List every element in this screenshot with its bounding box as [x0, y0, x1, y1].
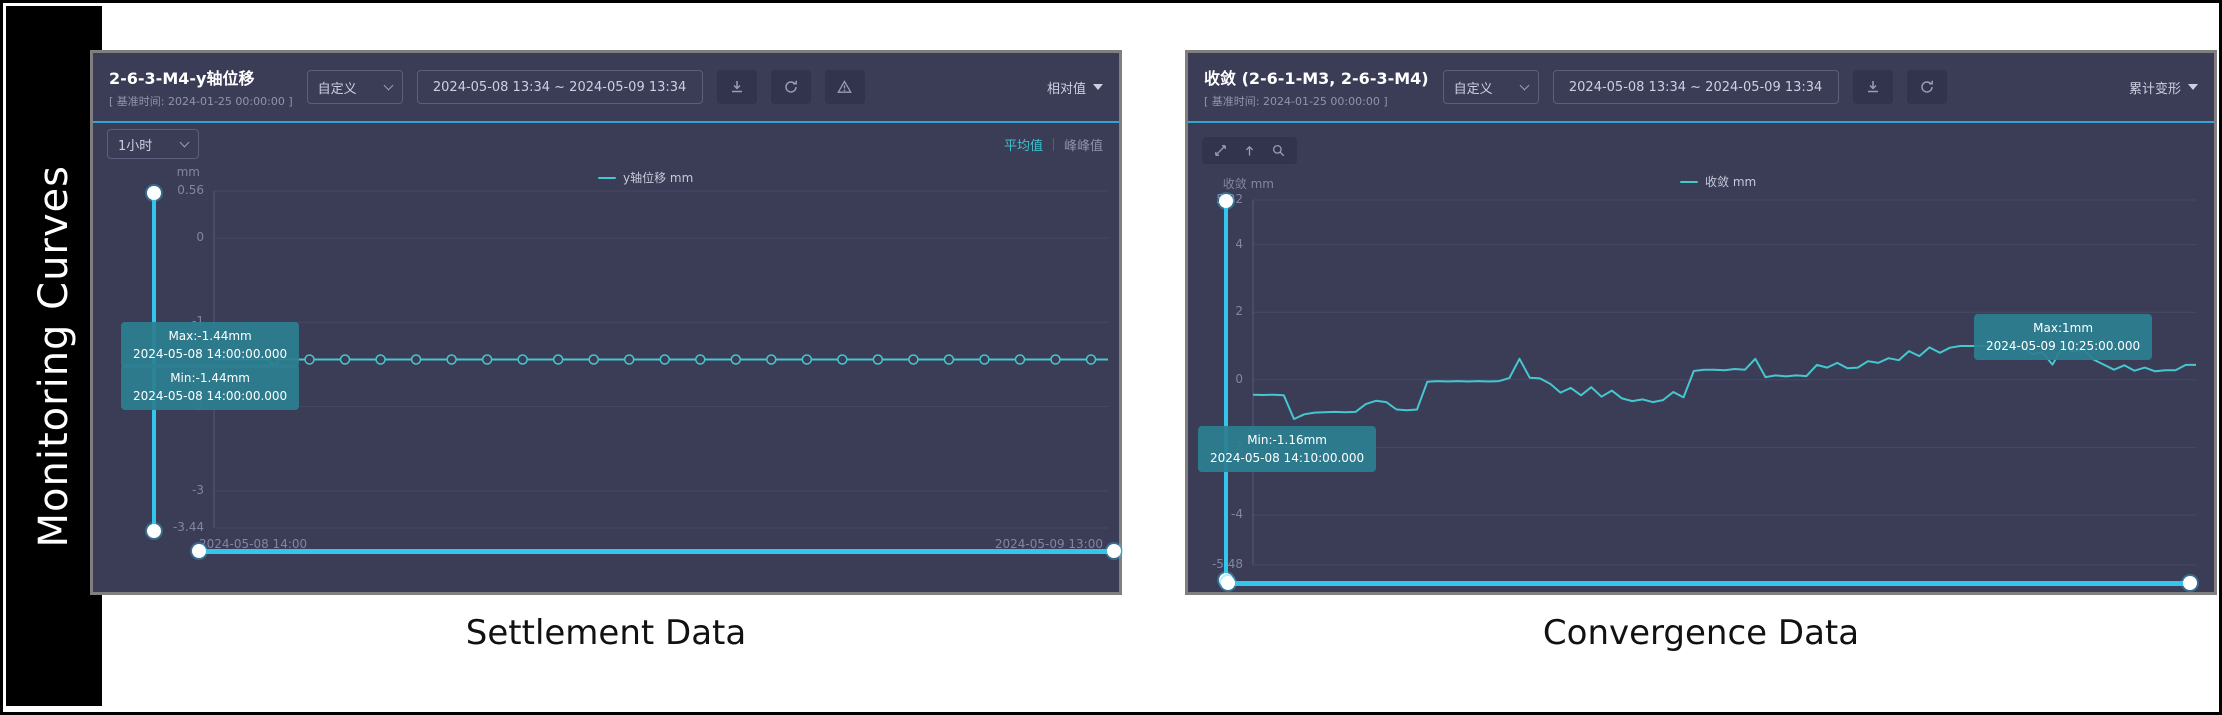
y-tick-label: 0	[196, 230, 204, 245]
max-tooltip-value: Max:-1.44mm	[168, 329, 252, 343]
y-tick-label: 0.56	[177, 183, 204, 197]
x-zoom-slider[interactable]	[1221, 576, 2197, 590]
slider-handle[interactable]	[192, 544, 206, 558]
download-icon	[731, 81, 742, 93]
legend-line-icon	[1680, 180, 1698, 183]
max-tooltip: Max:1mm 2024-05-09 10:25:00.000	[1974, 314, 2153, 360]
y-zoom-slider[interactable]	[1219, 194, 1233, 587]
min-tooltip-time: 2024-05-08 14:00:00.000	[133, 389, 288, 403]
panel-title: 2-6-3-M4-y轴位移	[109, 69, 255, 88]
legend-label: y轴位移 mm	[623, 171, 694, 185]
range-type-value: 自定义	[1453, 81, 1493, 97]
y-axis-unit: 收敛 mm	[1222, 177, 1274, 191]
peak-to-peak-toggle[interactable]: 峰峰值	[1063, 139, 1103, 154]
settlement-plot	[213, 190, 1108, 529]
convergence-panel: 收敛 (2-6-1-M3, 2-6-3-M4) [ 基准时间: 2024-01-…	[1185, 50, 2217, 595]
y-tick-label: 2	[1235, 304, 1243, 319]
settlement-panel-header: 2-6-3-M4-y轴位移 [ 基准时间: 2024-01-25 00:00:0…	[93, 53, 1119, 123]
value-mode-dropdown[interactable]: 相对值	[1047, 78, 1103, 97]
alarm-button[interactable]	[824, 70, 865, 104]
range-type-value: 自定义	[317, 81, 357, 97]
panel-title: 收敛 (2-6-1-M3, 2-6-3-M4)	[1204, 69, 1429, 88]
convergence-chart-area: 收敛 mm 收敛 mm 5.32420-2-4-5.48 Min:-1.16mm…	[1188, 123, 2214, 592]
x-zoom-slider[interactable]	[192, 544, 1121, 558]
legend-line-icon	[598, 176, 616, 179]
side-label-bar: Monitoring Curves	[6, 6, 102, 706]
max-tooltip-value: Max:1mm	[2033, 321, 2094, 335]
max-tooltip-time: 2024-05-08 14:00:00.000	[133, 347, 288, 361]
toggle-divider	[1052, 138, 1054, 151]
value-mode-label: 累计变形	[2128, 81, 2181, 97]
max-tooltip: Max:-1.44mm 2024-05-08 14:00:00.000	[121, 322, 300, 368]
warning-icon	[837, 80, 852, 93]
y-tick-label: -3.44	[172, 520, 204, 534]
dropdown-arrow-icon	[1093, 84, 1103, 90]
refresh-button[interactable]	[1906, 70, 1947, 104]
side-label: Monitoring Curves	[31, 164, 77, 548]
max-tooltip-time: 2024-05-09 10:25:00.000	[1986, 339, 2141, 353]
slider-handle[interactable]	[1219, 194, 1233, 208]
caption-convergence: Convergence Data	[1542, 613, 1860, 653]
y-tick-label: 4	[1235, 236, 1243, 251]
average-toggle[interactable]: 平均值	[1003, 139, 1043, 154]
refresh-icon	[784, 80, 797, 93]
legend[interactable]: y轴位移 mm	[598, 169, 693, 186]
legend-label: 收敛 mm	[1705, 175, 1757, 189]
slider-handle[interactable]	[147, 186, 161, 200]
download-icon	[1867, 81, 1878, 93]
chevron-down-icon	[1519, 80, 1530, 90]
x-axis-start-label: 2024-05-08 14:00	[199, 537, 308, 551]
legend[interactable]: 收敛 mm	[1680, 173, 1756, 190]
slider-handle[interactable]	[1107, 544, 1121, 558]
interval-select[interactable]: 1小时	[107, 129, 199, 159]
min-tooltip: Min:-1.16mm 2024-05-08 14:10:00.000	[1198, 426, 1377, 472]
y-tick-label: 0	[1235, 371, 1243, 386]
y-tick-label: -4	[1231, 506, 1243, 521]
min-tooltip-time: 2024-05-08 14:10:00.000	[1210, 451, 1365, 465]
magnifier-icon[interactable]	[1271, 143, 1286, 158]
data-zoom-icon[interactable]	[1213, 143, 1228, 158]
date-range-input[interactable]: 2024-05-08 13:34 ~ 2024-05-09 13:34	[416, 70, 703, 104]
convergence-panel-header: 收敛 (2-6-1-M3, 2-6-3-M4) [ 基准时间: 2024-01-…	[1188, 53, 2214, 123]
y-tick-label: 5.32	[1191, 192, 1243, 206]
y-tick-label: -3	[192, 482, 204, 497]
slider-handle[interactable]	[1221, 576, 1235, 590]
range-type-select[interactable]: 自定义	[306, 70, 403, 104]
title-block: 2-6-3-M4-y轴位移 [ 基准时间: 2024-01-25 00:00:0…	[109, 65, 293, 109]
min-tooltip-value: Min:-1.44mm	[170, 371, 250, 385]
y-tick-label: -1	[152, 314, 204, 328]
date-range-input[interactable]: 2024-05-08 13:34 ~ 2024-05-09 13:34	[1552, 70, 1839, 104]
restore-icon[interactable]	[1242, 143, 1257, 158]
base-time-label: [ 基准时间: 2024-01-25 00:00:00 ]	[109, 95, 293, 108]
chevron-down-icon	[383, 80, 394, 90]
stat-mode-toggle: 平均值 峰峰值	[1004, 135, 1103, 154]
base-time-label: [ 基准时间: 2024-01-25 00:00:00 ]	[1204, 95, 1388, 108]
value-mode-dropdown[interactable]: 累计变形	[2129, 78, 2198, 97]
download-button[interactable]	[1852, 70, 1893, 104]
download-button[interactable]	[716, 70, 757, 104]
slider-handle[interactable]	[2183, 576, 2197, 590]
value-mode-label: 相对值	[1046, 81, 1086, 97]
refresh-button[interactable]	[770, 70, 811, 104]
interval-value: 1小时	[118, 138, 153, 154]
refresh-icon	[1920, 80, 1933, 93]
dropdown-arrow-icon	[2188, 84, 2198, 90]
settlement-chart-area: 1小时 平均值 峰峰值 y轴位移 mm mm 0.560-1-2-3-3.44 …	[93, 123, 1121, 592]
settlement-panel: 2-6-3-M4-y轴位移 [ 基准时间: 2024-01-25 00:00:0…	[90, 50, 1122, 595]
caption-settlement: Settlement Data	[465, 613, 747, 653]
x-axis-end-label: 2024-05-09 13:00	[994, 537, 1103, 551]
y-tick-label: -5.48	[1191, 557, 1243, 571]
min-tooltip: Min:-1.44mm 2024-05-08 14:00:00.000	[121, 364, 300, 410]
min-tooltip-value: Min:-1.16mm	[1247, 433, 1327, 447]
slider-handle[interactable]	[147, 524, 161, 538]
range-type-select[interactable]: 自定义	[1442, 70, 1539, 104]
chart-toolbox	[1202, 137, 1297, 164]
title-block: 收敛 (2-6-1-M3, 2-6-3-M4) [ 基准时间: 2024-01-…	[1204, 65, 1429, 109]
y-axis-unit: mm	[176, 165, 200, 179]
